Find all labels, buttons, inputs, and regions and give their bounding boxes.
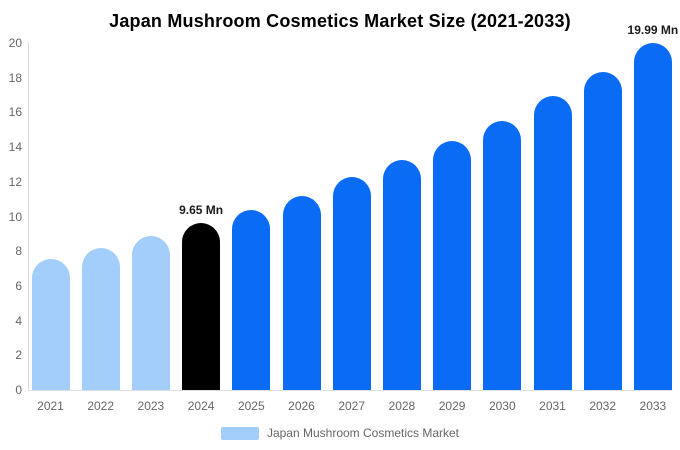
y-axis-tick-label-18: 18 (8, 70, 22, 85)
legend-label: Japan Mushroom Cosmetics Market (266, 426, 460, 440)
y-axis-tick-label-0: 0 (15, 383, 22, 397)
y-axis-tick-label-14: 14 (8, 140, 22, 155)
y-axis-tick-label-20: 20 (8, 36, 22, 50)
x-axis-label-2033: 2033 (639, 399, 667, 413)
y-axis-tick-label-8: 8 (15, 244, 22, 259)
x-axis-label-2030: 2030 (488, 399, 516, 413)
bar-2029[interactable] (433, 141, 472, 390)
bar-2025[interactable] (232, 210, 271, 390)
x-axis-label-2028: 2028 (388, 399, 416, 413)
bar-2031[interactable] (533, 95, 572, 390)
x-axis-label-2024: 2024 (187, 399, 215, 413)
bar-2024[interactable] (182, 222, 221, 390)
bar-2032[interactable] (583, 72, 622, 390)
y-axis-tick-label-16: 16 (8, 105, 22, 120)
bar-2028[interactable] (382, 160, 421, 390)
bar-2023[interactable] (131, 235, 170, 390)
x-axis-label-2031: 2031 (539, 399, 566, 413)
x-axis-label-2025: 2025 (237, 399, 265, 413)
x-axis-label-2022: 2022 (87, 399, 115, 413)
y-axis-tick-label-10: 10 (8, 209, 22, 224)
annotation-2024: 9.65 Mn (179, 202, 224, 217)
bar-2021[interactable] (31, 259, 70, 390)
y-axis-tick-label-2: 2 (15, 348, 22, 363)
x-axis-label-2032: 2032 (589, 399, 617, 413)
bar-2027[interactable] (332, 177, 371, 390)
legend-item[interactable]: Japan Mushroom Cosmetics Market (0, 426, 680, 440)
y-axis-tick-label-12: 12 (8, 174, 22, 189)
y-axis-tick-label-6: 6 (15, 278, 22, 293)
chart-title: Japan Mushroom Cosmetics Market Size (20… (109, 11, 571, 31)
bar-2030[interactable] (483, 121, 522, 390)
bar-2026[interactable] (282, 195, 321, 390)
x-axis-label-2026: 2026 (288, 399, 315, 413)
annotation-2033: 19.99 Mn (627, 23, 679, 38)
x-axis-label-2023: 2023 (137, 399, 165, 413)
bar-2022[interactable] (81, 247, 120, 390)
x-axis-label-2027: 2027 (338, 399, 366, 413)
x-axis-label-2029: 2029 (438, 399, 466, 413)
y-axis-line (28, 43, 29, 390)
y-axis-tick-label-4: 4 (15, 313, 22, 328)
x-axis-label-2021: 2021 (37, 399, 64, 413)
bar-2033[interactable] (633, 43, 672, 390)
x-axis-line (28, 390, 672, 391)
legend-swatch (220, 426, 259, 440)
